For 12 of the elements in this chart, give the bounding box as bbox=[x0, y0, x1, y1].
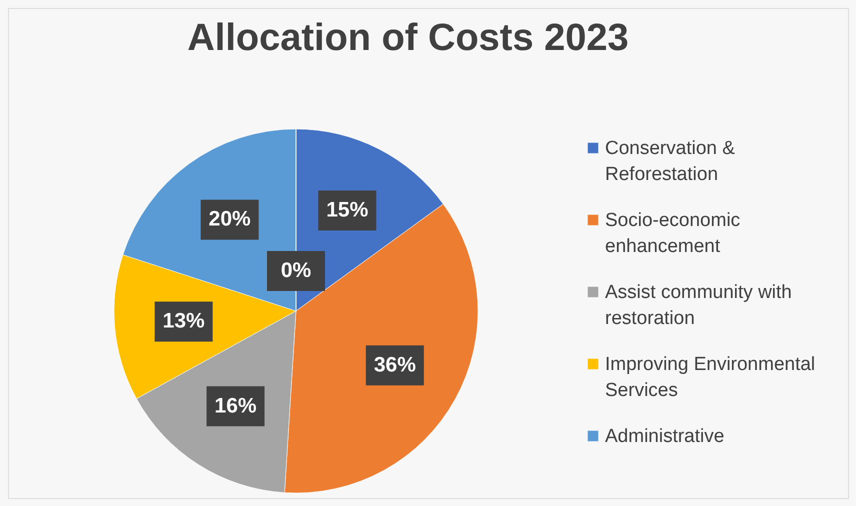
data-label: 16% bbox=[214, 394, 257, 418]
text: 0% bbox=[280, 258, 312, 282]
data-label: 13% bbox=[162, 310, 206, 333]
data-label: 15% bbox=[326, 198, 369, 222]
chart-title: Allocation of Costs 2023 bbox=[187, 17, 629, 59]
legend-label: Socio-economic enhancement bbox=[605, 210, 740, 257]
legend-label: Improving Environmental Services bbox=[605, 354, 816, 401]
data-label: 20% bbox=[208, 208, 252, 231]
legend-label: Conservation & Reforestation bbox=[605, 138, 736, 185]
legend-label: Administrative bbox=[605, 426, 724, 447]
legend-label: Assist community with restoration bbox=[605, 282, 792, 329]
data-label: 36% bbox=[374, 353, 416, 376]
